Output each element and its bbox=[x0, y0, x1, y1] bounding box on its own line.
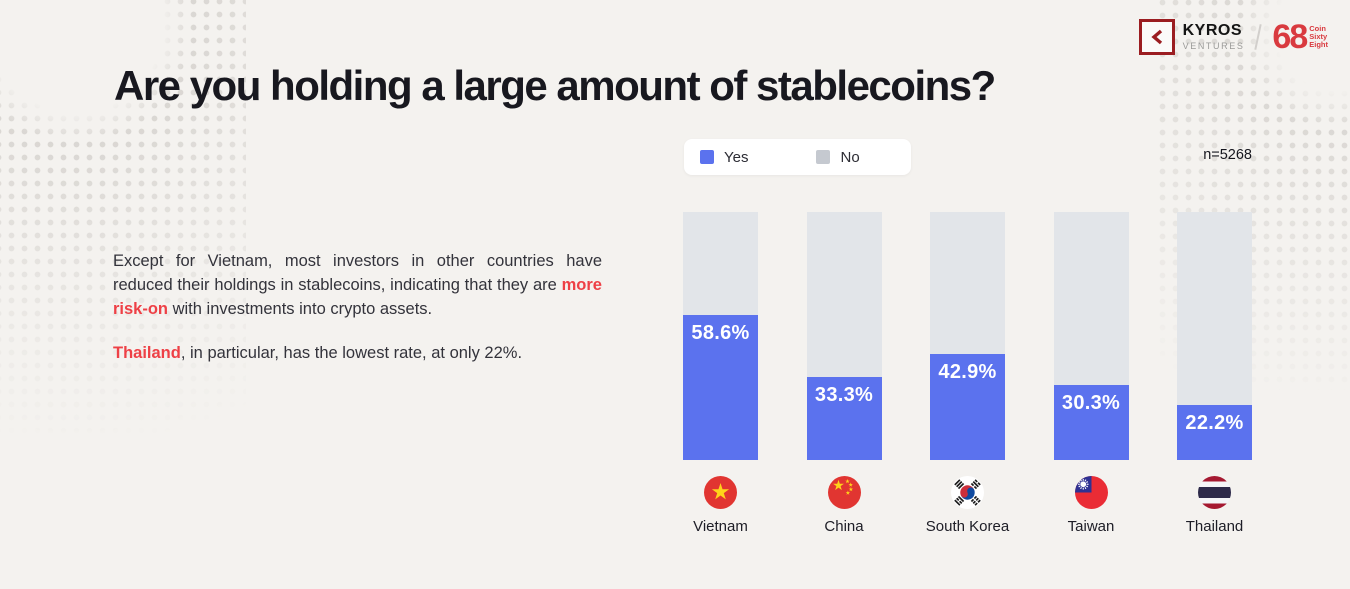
commentary-text: , in particular, has the lowest rate, at… bbox=[180, 344, 523, 362]
commentary-accent-thailand: Thailand bbox=[113, 344, 181, 362]
coin68-number: 68 bbox=[1272, 17, 1308, 56]
commentary: Except for Vietnam, most investors in ot… bbox=[113, 249, 602, 365]
country-label: Thailand bbox=[1185, 518, 1244, 535]
coin68-word: Eight bbox=[1309, 40, 1328, 49]
commentary-text: Except for Vietnam, most investors in ot… bbox=[113, 252, 602, 294]
coin68-wordmark: Coin Sixty Eight bbox=[1309, 25, 1328, 49]
bar-column-china: 33.3% China bbox=[806, 212, 882, 535]
bar-track: 30.3% bbox=[1053, 212, 1129, 460]
country-label: China bbox=[824, 518, 864, 535]
sample-size: n=5268 bbox=[1203, 147, 1252, 163]
kyros-wordmark-block: KYROS VENTURES bbox=[1183, 23, 1245, 51]
bar-track: 33.3% bbox=[806, 212, 882, 460]
bar-value-label: 22.2% bbox=[1185, 411, 1244, 434]
coin68-word: Sixty bbox=[1309, 32, 1328, 41]
commentary-paragraph-2: Thailand, in particular, has the lowest … bbox=[113, 341, 602, 365]
south-korea-flag-icon bbox=[951, 476, 984, 509]
bar-track: 42.9% bbox=[930, 212, 1005, 460]
bar-chart: 58.6% Vietnam 33.3% bbox=[683, 212, 1252, 535]
kyros-subtitle: VENTURES bbox=[1182, 41, 1245, 51]
yes-swatch-icon bbox=[700, 150, 714, 164]
bar-fill-yes: 58.6% bbox=[683, 314, 758, 460]
bar-value-label: 58.6% bbox=[691, 321, 750, 344]
legend-no-label: No bbox=[840, 148, 860, 166]
bar-value-label: 33.3% bbox=[814, 384, 874, 407]
bar-fill-yes: 30.3% bbox=[1053, 384, 1129, 460]
legend-item-no: No bbox=[816, 148, 860, 166]
taiwan-flag-icon bbox=[1074, 476, 1108, 509]
coin68-word: Coin bbox=[1309, 24, 1326, 33]
vietnam-flag-icon bbox=[704, 476, 737, 509]
bar-column-thailand: 22.2% Thailand bbox=[1177, 212, 1252, 535]
coin68-logo: 68 Coin Sixty Eight bbox=[1272, 17, 1328, 56]
thailand-flag-icon bbox=[1198, 476, 1231, 509]
logo-separator bbox=[1254, 24, 1263, 50]
bar-track: 58.6% bbox=[683, 212, 758, 460]
commentary-paragraph-1: Except for Vietnam, most investors in ot… bbox=[113, 249, 602, 321]
legend-item-yes: Yes bbox=[700, 149, 748, 166]
bar-fill-yes: 33.3% bbox=[806, 377, 882, 460]
chart-legend: Yes No bbox=[684, 139, 911, 175]
bar-value-label: 42.9% bbox=[938, 360, 997, 383]
bar-column-south-korea: 42.9% bbox=[926, 212, 1009, 535]
bar-value-label: 30.3% bbox=[1061, 391, 1121, 414]
country-label: Vietnam bbox=[693, 518, 748, 535]
bar-fill-yes: 22.2% bbox=[1177, 404, 1252, 460]
page-title: Are you holding a large amount of stable… bbox=[114, 62, 996, 109]
bar-track: 22.2% bbox=[1177, 212, 1252, 460]
commentary-text: with investments into crypto assets. bbox=[168, 300, 433, 318]
country-label: South Korea bbox=[925, 518, 1010, 535]
kyros-ventures-logo: KYROS VENTURES bbox=[1138, 19, 1245, 55]
bar-fill-yes: 42.9% bbox=[930, 353, 1005, 460]
commentary-accent-risk-on: more risk-on bbox=[113, 276, 602, 318]
legend-yes-label: Yes bbox=[724, 148, 749, 166]
no-swatch-icon bbox=[816, 150, 831, 164]
bar-column-vietnam: 58.6% Vietnam bbox=[683, 212, 758, 535]
kyros-chevron-icon bbox=[1138, 19, 1175, 55]
country-label: Taiwan bbox=[1067, 518, 1115, 535]
kyros-wordmark: KYROS bbox=[1182, 22, 1243, 39]
bar-column-taiwan: 30.3% Taiwan bbox=[1053, 212, 1129, 535]
brand-header: KYROS VENTURES 68 Coin Sixty Eight bbox=[1138, 17, 1328, 56]
china-flag-icon bbox=[827, 476, 861, 509]
